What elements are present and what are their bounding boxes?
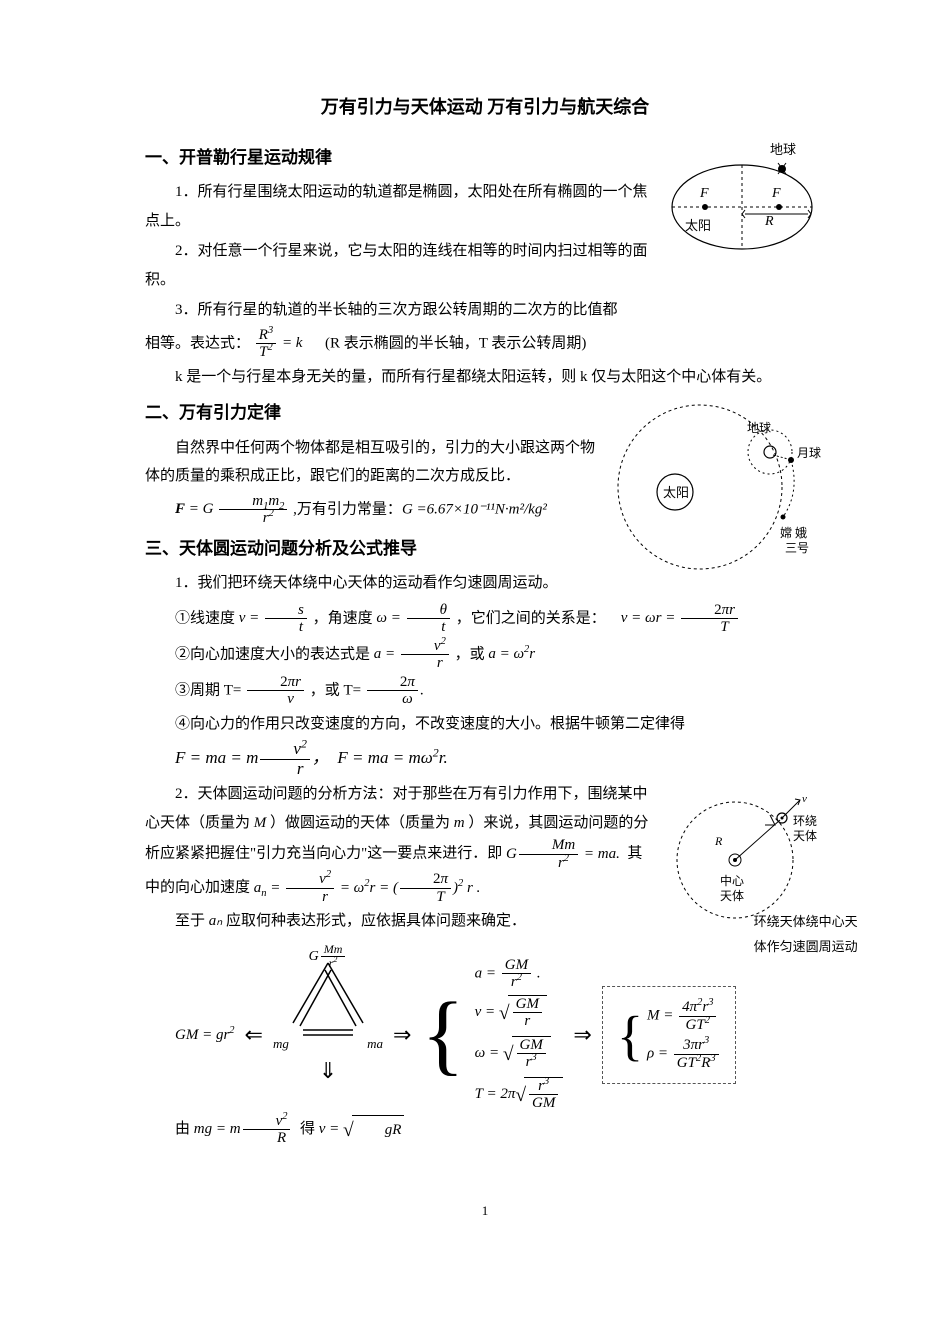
text: ，或 T= (310, 682, 361, 698)
svg-text:F: F (699, 186, 709, 201)
text: ③周期 T= (175, 682, 241, 698)
label-earth: 地球 (770, 142, 796, 157)
text: 得 (300, 1121, 315, 1137)
text: 相等。表达式： (145, 335, 250, 351)
var-M: M (254, 815, 267, 831)
text: 至于 (175, 913, 205, 929)
var-m: m (454, 815, 465, 831)
section3-newton: F = ma = mv2r， F = ma = mω2r. (145, 740, 825, 778)
final-derivation: 由 mg = mv2R 得 v = √gR (145, 1112, 825, 1149)
svg-text:天体: 天体 (720, 889, 744, 903)
svg-text:天体: 天体 (793, 829, 817, 843)
svg-text:F: F (771, 186, 781, 201)
text: ，它们之间的关系是： (456, 610, 606, 626)
g-constant: G =6.67×10⁻¹¹N·m²/kg² (402, 501, 547, 517)
sun-earth-moon-diagram: 太阳 地球 月球 嫦 娥 三号 (605, 397, 825, 572)
svg-text:环绕: 环绕 (793, 814, 817, 828)
section3-line4: ④向心力的作用只改变速度的方向，不改变速度的大小。根据牛顿第二定律得 (145, 710, 825, 739)
text: 应取何种表达形式，应依据具体问题来确定． (226, 913, 526, 929)
section1-p4: k 是一个与行星本身无关的量，而所有行星都绕太阳运转，则 k 仅与太阳这个中心体… (145, 363, 825, 392)
text: ，角速度 (313, 610, 373, 626)
section1-p3b: 相等。表达式： R3T2 = k (R 表示椭圆的半长轴，T 表示公转周期) (145, 327, 825, 361)
section3-line2: ②向心加速度大小的表达式是 a = v2r ，或 a = ω2r (145, 638, 825, 672)
text: ①线速度 (175, 610, 235, 626)
text: ②向心加速度大小的表达式是 (175, 646, 370, 662)
var-an: aₙ (209, 913, 222, 929)
orbit-diagram: 中心 天体 R v 环绕 天体 (660, 790, 825, 925)
section3-p1: 1．我们把环绕天体绕中心天体的运动看作匀速圆周运动。 (145, 569, 825, 598)
svg-text:R: R (764, 214, 774, 229)
section3-line1: ①线速度 v = st ，角速度 ω = θt ，它们之间的关系是： v = ω… (145, 602, 825, 636)
orbit-caption: 环绕天体绕中心天体作匀速圆周运动 (754, 914, 858, 954)
svg-text:太阳: 太阳 (663, 485, 689, 500)
text: (R 表示椭圆的半长轴，T 表示公转周期) (325, 335, 586, 351)
text: ，或 (455, 646, 485, 662)
derivation-diagram: GM = gr2 ⇐ GMmr2 mg ma ⇓ ⇒ { a = GMr2 . … (175, 948, 825, 1122)
svg-text:R: R (714, 834, 723, 848)
svg-text:太阳: 太阳 (685, 218, 711, 233)
svg-text:月球: 月球 (797, 446, 821, 460)
text: 由 (175, 1121, 190, 1137)
text: ）做圆运动的天体（质量为 (270, 815, 450, 831)
ellipse-diagram: 地球 F F 太阳 R (660, 142, 825, 257)
section3-line3: ③周期 T= 2πrv ，或 T= 2πω. (145, 674, 825, 708)
svg-text:中心: 中心 (720, 873, 744, 888)
page-number: 1 (145, 1199, 825, 1224)
text: ,万有引力常量： (293, 501, 402, 517)
section1-p3a: 3．所有行星的轨道的半长轴的三次方跟公转周期的二次方的比值都 (145, 296, 825, 325)
svg-text:三号: 三号 (785, 541, 809, 555)
svg-text:嫦 娥: 嫦 娥 (780, 525, 807, 540)
svg-text:v: v (802, 793, 807, 805)
page-title: 万有引力与天体运动 万有引力与航天综合 (145, 90, 825, 124)
